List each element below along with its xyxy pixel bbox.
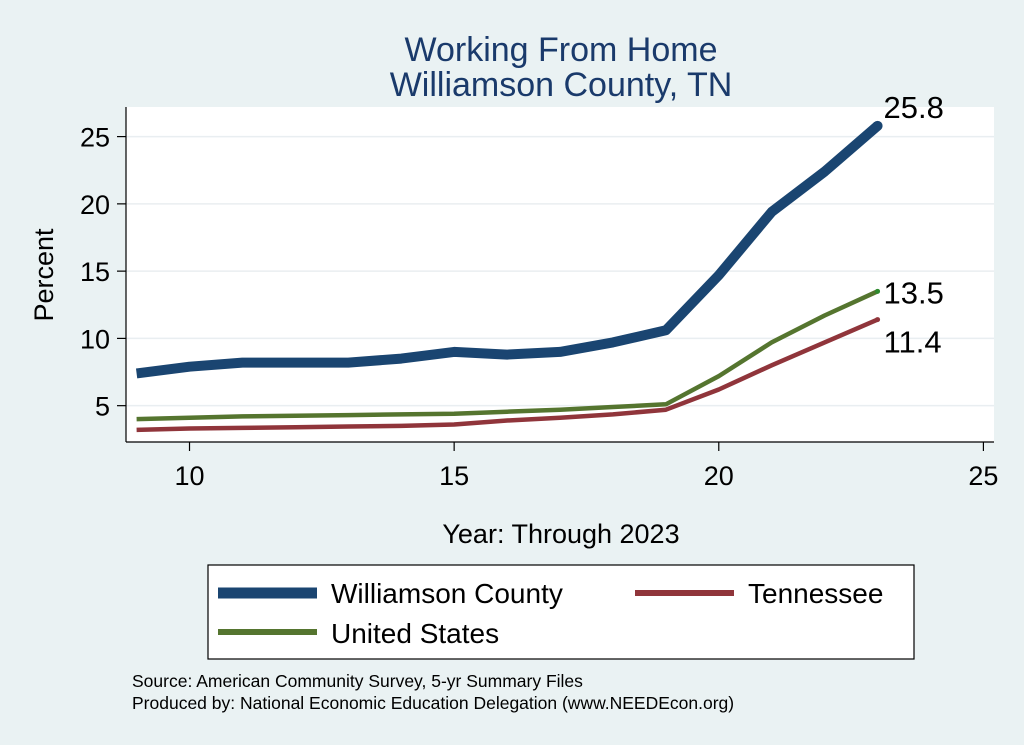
series-line-tennessee [136, 317, 879, 433]
end-label-tennessee: 11.4 [884, 325, 942, 360]
legend: Williamson County Tennessee United State… [207, 564, 915, 660]
source-note: Source: American Community Survey, 5-yr … [132, 671, 583, 691]
legend-box [207, 564, 915, 660]
series-lines [135, 122, 881, 433]
legend-label-williamson-county: Williamson County [331, 578, 563, 609]
series-line-united-states [136, 289, 879, 422]
y-tick-label-10: 10 [80, 324, 110, 354]
x-axis-title: Year: Through 2023 [442, 519, 679, 549]
y-tick-label-5: 5 [95, 392, 110, 422]
x-tick-label-20: 20 [704, 461, 734, 491]
producer-note: Produced by: National Economic Education… [132, 693, 734, 713]
plot-area [126, 107, 994, 442]
axes: 5 10 15 20 25 10 15 20 25 [80, 107, 998, 491]
end-point-united-states [875, 288, 881, 294]
series-line-williamson-county [135, 122, 881, 379]
end-point-tennessee [875, 317, 881, 323]
y-axis-title: Percent [29, 228, 59, 322]
legend-label-tennessee: Tennessee [748, 578, 883, 609]
x-tick-label-25: 25 [968, 461, 998, 491]
gridlines [126, 135, 994, 407]
y-tick-label-15: 15 [80, 257, 110, 287]
chart-title-line-2: Williamson County, TN [390, 66, 733, 104]
chart-title-line-1: Working From Home [405, 31, 718, 69]
end-label-williamson-county: 25.8 [884, 90, 944, 125]
legend-label-united-states: United States [331, 618, 499, 649]
x-tick-label-10: 10 [174, 461, 204, 491]
y-tick-label-25: 25 [80, 123, 110, 153]
x-tick-label-15: 15 [439, 461, 469, 491]
end-point-williamson-county [872, 120, 883, 131]
end-labels: 25.8 11.4 13.5 [872, 90, 944, 360]
end-label-united-states: 13.5 [884, 275, 944, 310]
y-tick-label-20: 20 [80, 190, 110, 220]
